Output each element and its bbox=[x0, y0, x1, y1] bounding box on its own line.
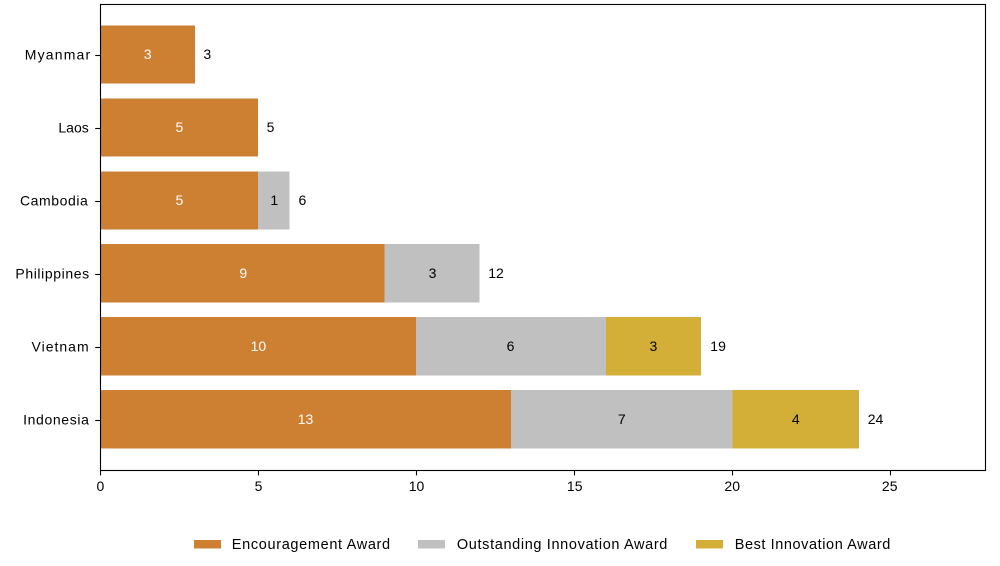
svg-text:Encouragement Award: Encouragement Award bbox=[232, 537, 391, 553]
svg-text:Indonesia: Indonesia bbox=[23, 412, 89, 428]
svg-text:Laos: Laos bbox=[58, 120, 88, 136]
svg-text:6: 6 bbox=[299, 192, 307, 208]
svg-text:6: 6 bbox=[507, 338, 515, 354]
svg-text:15: 15 bbox=[567, 478, 583, 494]
svg-text:5: 5 bbox=[176, 119, 184, 135]
svg-text:7: 7 bbox=[618, 411, 626, 427]
svg-text:10: 10 bbox=[251, 338, 267, 354]
svg-text:5: 5 bbox=[267, 119, 275, 135]
svg-text:Best Innovation Award: Best Innovation Award bbox=[735, 537, 891, 553]
svg-text:Myanmar: Myanmar bbox=[25, 47, 92, 63]
svg-text:24: 24 bbox=[868, 411, 884, 427]
svg-text:10: 10 bbox=[409, 478, 425, 494]
svg-text:3: 3 bbox=[144, 46, 152, 62]
svg-text:3: 3 bbox=[429, 265, 437, 281]
svg-text:0: 0 bbox=[97, 478, 105, 494]
svg-text:5: 5 bbox=[176, 192, 184, 208]
svg-text:3: 3 bbox=[649, 338, 657, 354]
svg-text:9: 9 bbox=[239, 265, 247, 281]
svg-text:Outstanding Innovation Award: Outstanding Innovation Award bbox=[457, 537, 668, 553]
svg-text:4: 4 bbox=[792, 411, 800, 427]
svg-text:13: 13 bbox=[298, 411, 314, 427]
svg-text:19: 19 bbox=[710, 338, 726, 354]
svg-text:3: 3 bbox=[203, 46, 211, 62]
svg-text:20: 20 bbox=[724, 478, 740, 494]
svg-text:Vietnam: Vietnam bbox=[32, 339, 90, 355]
svg-text:Philippines: Philippines bbox=[15, 266, 89, 282]
svg-text:12: 12 bbox=[488, 265, 504, 281]
svg-text:5: 5 bbox=[255, 478, 263, 494]
svg-text:Cambodia: Cambodia bbox=[20, 193, 88, 209]
svg-text:25: 25 bbox=[882, 478, 898, 494]
svg-text:1: 1 bbox=[270, 192, 278, 208]
